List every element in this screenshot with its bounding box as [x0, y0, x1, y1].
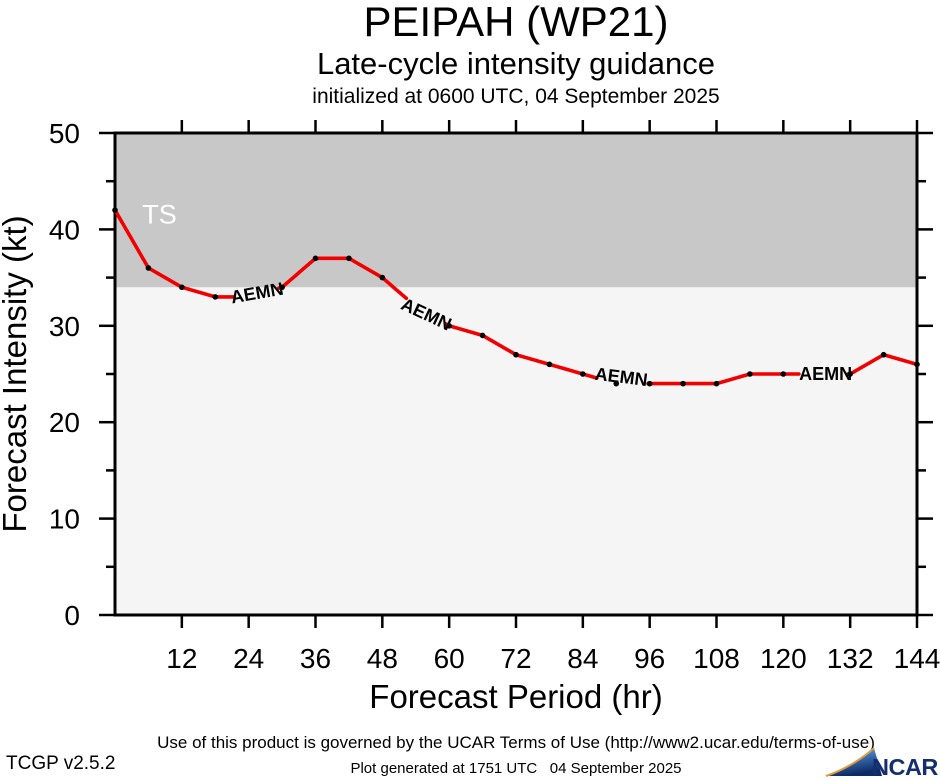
- tropical-storm-band-label: TS: [142, 200, 177, 230]
- model-label: AEMN: [799, 364, 852, 384]
- data-point-marker: [446, 323, 452, 329]
- tropical-storm-band: [115, 133, 917, 288]
- forecast-line-segment: [276, 256, 409, 301]
- data-point-marker: [312, 255, 319, 262]
- x-tick-label: 132: [827, 643, 874, 674]
- generated-timestamp: Plot generated at 1751 UTC 04 September …: [350, 760, 682, 777]
- data-point-marker: [713, 380, 720, 387]
- software-version: TCGP v2.5.2: [6, 753, 116, 774]
- y-tick-label: 40: [49, 214, 80, 245]
- data-point-marker: [646, 380, 653, 387]
- data-point-marker: [880, 351, 887, 358]
- data-point-marker: [179, 284, 185, 291]
- x-tick-label: 120: [760, 643, 807, 674]
- ncar-logo-swoosh: [826, 748, 882, 776]
- x-tick-label: 96: [634, 643, 665, 674]
- data-point-marker: [379, 274, 386, 281]
- y-tick-label: 0: [64, 600, 80, 631]
- data-point-marker: [212, 294, 219, 300]
- y-axis-label: Forecast Intensity (kt): [0, 215, 33, 532]
- data-point-marker: [747, 371, 753, 377]
- data-point-marker: [780, 371, 787, 377]
- data-point-marker: [112, 207, 118, 213]
- y-tick-label: 10: [49, 504, 80, 535]
- chart-title: PEIPAH (WP21): [363, 0, 669, 45]
- x-tick-label: 48: [367, 643, 398, 674]
- data-point-marker: [145, 265, 152, 271]
- x-tick-label: 108: [693, 643, 740, 674]
- ncar-logo-arc: [825, 747, 875, 777]
- chart-subtitle: Late-cycle intensity guidance: [316, 46, 716, 81]
- x-axis-label: Forecast Period (hr): [369, 678, 662, 715]
- ncar-logo: NCAR: [825, 747, 939, 780]
- forecast-line-segment: [443, 322, 599, 380]
- x-tick-label: 60: [434, 643, 465, 674]
- plot-frame: [113, 131, 919, 617]
- data-point-marker: [279, 284, 285, 291]
- forecast-line-segment: [646, 372, 801, 386]
- y-tick-label: 20: [49, 407, 80, 438]
- chart-init-time: initialized at 0600 UTC, 04 September 20…: [312, 85, 720, 108]
- x-tick-label: 24: [233, 643, 264, 674]
- data-point-marker: [847, 371, 853, 377]
- ncar-logo-text: NCAR: [872, 754, 938, 780]
- x-tick-label: 144: [894, 643, 940, 674]
- x-tick-label: 72: [500, 643, 531, 674]
- data-point-marker: [914, 361, 920, 368]
- x-tick-label: 36: [300, 643, 331, 674]
- data-point-marker: [479, 332, 486, 339]
- terms-of-use-text: Use of this product is governed by the U…: [157, 733, 875, 752]
- data-point-marker: [680, 380, 686, 387]
- data-point-marker: [346, 255, 352, 262]
- x-tick-label: 12: [166, 643, 197, 674]
- data-point-marker: [613, 380, 620, 387]
- data-point-marker: [580, 371, 586, 377]
- data-point-marker: [546, 361, 553, 368]
- data-point-marker: [513, 351, 519, 358]
- chart-header: PEIPAH (WP21) Late-cycle intensity guida…: [92, 0, 940, 108]
- y-tick-label: 50: [49, 118, 80, 149]
- y-tick-label: 30: [49, 311, 80, 342]
- x-tick-label: 84: [567, 643, 598, 674]
